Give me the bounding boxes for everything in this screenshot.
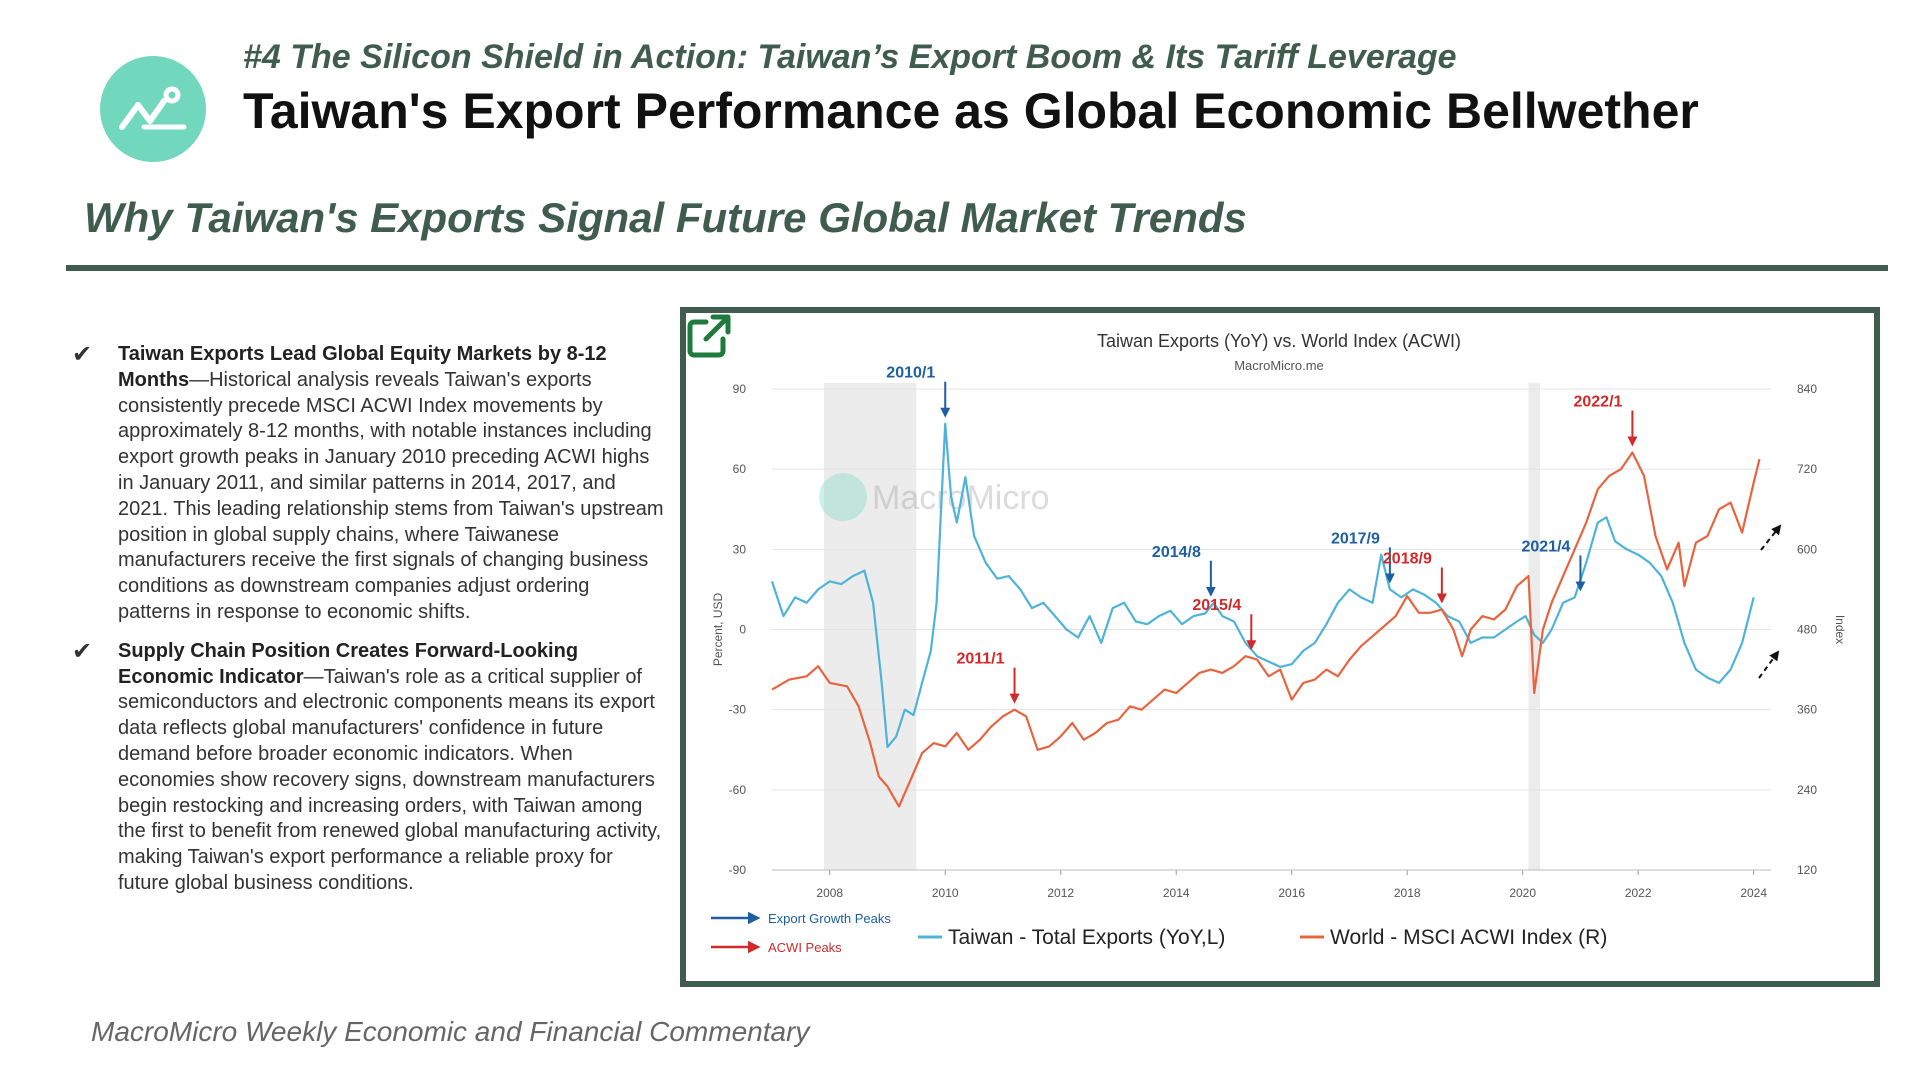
acwi-peak-label: 2015/4 [1192,597,1241,614]
export-peak-label: 2017/9 [1331,530,1380,547]
x-tick: 2024 [1740,886,1767,900]
exports-uptrend-arrow [1758,650,1780,679]
acwi-uptrend-arrow [1760,524,1782,551]
bullet-item: ✔ Taiwan Exports Lead Global Equity Mark… [72,342,664,626]
y-tick-right: 840 [1797,382,1817,396]
y-axis-title-right: Index [1833,615,1847,644]
export-peak-label: 2010/1 [886,365,935,382]
y-tick-left: -60 [729,783,747,797]
bullet-heading: Taiwan Exports Lead Global Equity Market… [118,343,607,391]
acwi-peak-label: 2018/9 [1383,550,1432,567]
y-tick-right: 480 [1797,623,1817,637]
watermark-logo-icon [819,473,867,521]
acwi-peak-label: 2011/1 [956,651,1004,668]
exports-series-line [770,422,1755,749]
recession-shade [1528,383,1541,870]
footer-note: MacroMicro Weekly Economic and Financial… [91,1016,810,1047]
brand-logo [100,56,206,162]
chart-source: MacroMicro.me [1234,358,1324,373]
page-subtitle: Why Taiwan's Exports Signal Future Globa… [84,194,1247,241]
legend-export-label: Export Growth Peaks [768,911,891,926]
chart-title: Taiwan Exports (YoY) vs. World Index (AC… [1097,331,1461,351]
recession-shade [823,383,917,870]
export-peak-label: 2021/4 [1522,538,1571,555]
page-title: Taiwan's Export Performance as Global Ec… [243,83,1699,139]
x-tick: 2020 [1509,886,1536,900]
y-tick-right: 600 [1797,542,1817,556]
y-tick-right: 360 [1797,703,1817,717]
chart-svg: MacroMicro Taiwan Exports (YoY) vs. World… [711,331,1847,955]
legend-exports-label: Taiwan - Total Exports (YoY,L) [948,926,1225,949]
checkmark-icon: ✔ [72,341,93,368]
x-tick: 2018 [1394,886,1421,900]
y-tick-right: 240 [1797,783,1817,797]
external-link-icon[interactable] [686,313,732,359]
x-tick: 2014 [1163,886,1190,900]
x-tick: 2016 [1278,886,1305,900]
export-peak-label: 2014/8 [1152,544,1201,561]
watermark: MacroMicro [819,473,1050,521]
y-tick-left: -90 [729,863,747,877]
y-tick-left: 0 [739,623,746,637]
y-tick-left: 60 [733,462,747,476]
chart-line-icon [119,86,187,130]
y-tick-left: 90 [733,382,747,396]
y-tick-left: -30 [729,703,747,717]
chart-panel: MacroMicro Taiwan Exports (YoY) vs. World… [680,307,1880,987]
bullet-item: ✔ Supply Chain Position Creates Forward-… [72,637,664,897]
x-tick: 2022 [1625,886,1652,900]
legend-acwi-label: ACWI Peaks [768,940,842,955]
bullet-heading: Supply Chain Position Creates Forward-Lo… [118,639,579,688]
bullet-body: —Taiwan's role as a critical supplier of… [118,665,662,894]
header-divider [66,265,1888,271]
checkmark-icon: ✔ [72,637,93,665]
legend-acwi-label: World - MSCI ACWI Index (R) [1330,926,1607,949]
acwi-series-line [771,451,1761,808]
x-tick: 2008 [816,886,843,900]
x-tick: 2012 [1047,886,1074,900]
section-kicker: #4 The Silicon Shield in Action: Taiwan’… [243,38,1457,76]
bullet-body: —Historical analysis reveals Taiwan's ex… [118,368,664,623]
y-tick-left: 30 [733,542,747,556]
y-tick-right: 720 [1797,462,1817,476]
acwi-peak-label: 2022/1 [1573,393,1622,410]
y-tick-right: 120 [1797,863,1817,877]
bullet-list: ✔ Taiwan Exports Lead Global Equity Mark… [72,342,664,910]
y-axis-title-left: Percent, USD [711,592,725,666]
x-tick: 2010 [932,886,959,900]
